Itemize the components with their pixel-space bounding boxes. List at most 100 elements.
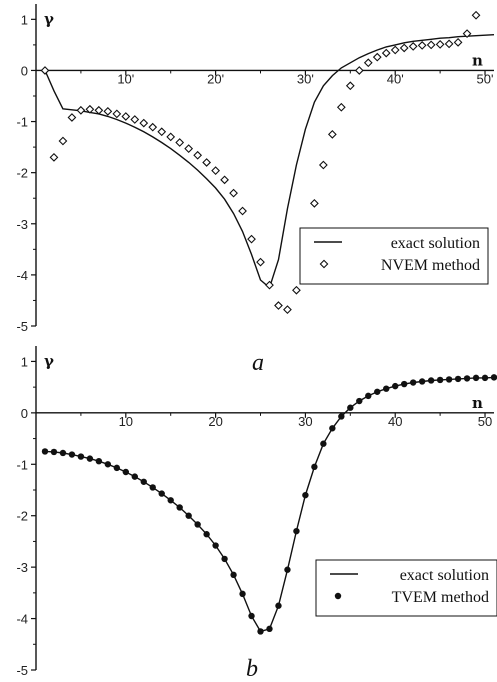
data-point — [257, 628, 264, 635]
data-point — [347, 404, 354, 411]
y-tick-label: -5 — [16, 663, 28, 678]
data-point — [184, 144, 194, 154]
legend-label: exact solution — [391, 235, 480, 252]
y-axis-label: γ — [44, 352, 54, 370]
data-point — [274, 301, 283, 310]
data-point — [67, 113, 77, 122]
x-axis-label: n — [472, 394, 483, 412]
data-point — [490, 374, 497, 381]
data-point — [140, 478, 147, 485]
panel-letter: b — [246, 656, 258, 682]
data-point — [265, 280, 274, 290]
data-point — [220, 175, 229, 185]
data-point — [58, 136, 68, 146]
data-point — [49, 152, 59, 162]
legend: exact solution NVEM method — [299, 227, 489, 285]
data-point — [239, 590, 246, 598]
data-point — [453, 37, 463, 47]
data-point — [311, 463, 318, 471]
data-point — [372, 52, 382, 62]
data-point — [427, 377, 435, 384]
data-point — [293, 527, 300, 535]
x-tick-label: 40' — [387, 71, 404, 86]
y-tick-label: -3 — [16, 560, 28, 575]
data-point — [444, 39, 454, 49]
data-point — [238, 206, 247, 216]
data-point — [203, 531, 210, 538]
y-tick-label: -2 — [16, 166, 28, 181]
legend-box — [299, 227, 489, 285]
data-point — [112, 109, 122, 119]
data-point — [400, 380, 408, 388]
data-point — [336, 102, 346, 112]
data-point — [157, 127, 167, 137]
data-point — [230, 571, 237, 579]
data-point — [104, 461, 112, 468]
data-point — [256, 257, 265, 267]
data-point — [50, 448, 58, 456]
y-tick-label: -4 — [16, 268, 28, 283]
x-tick-label: 10' — [117, 71, 134, 86]
data-point — [426, 40, 436, 50]
data-point — [94, 105, 104, 115]
y-tick-label: -3 — [16, 217, 28, 232]
legend: exact solution TVEM method — [315, 559, 497, 617]
x-tick-label: 20' — [207, 71, 224, 86]
data-point — [365, 392, 372, 400]
data-point — [229, 188, 238, 198]
legend-label: TVEM method — [392, 589, 489, 606]
series-1 — [40, 10, 481, 315]
panel-a: 1 0 -1 -2 -3 -4 -5 10' 20' 30' 40' 50' γ n exact solut… — [16, 4, 495, 376]
data-point — [130, 115, 140, 124]
data-point — [354, 66, 364, 75]
data-point — [417, 41, 427, 50]
data-point — [363, 58, 373, 68]
x-axis-label: n — [472, 51, 483, 69]
data-point — [302, 491, 309, 499]
data-point — [211, 166, 220, 175]
data-point — [59, 449, 67, 457]
panel-letter: a — [252, 350, 264, 376]
data-point — [158, 490, 165, 497]
data-point — [409, 379, 417, 386]
data-point — [329, 425, 336, 432]
data-point — [185, 512, 192, 519]
data-point — [318, 160, 328, 170]
data-point — [283, 305, 292, 315]
legend-label: NVEM method — [381, 257, 480, 274]
data-point — [345, 81, 355, 91]
data-point — [320, 440, 327, 447]
data-point — [121, 112, 131, 121]
x-tick-label: 10 — [119, 414, 133, 429]
data-point — [462, 29, 472, 39]
data-point — [471, 10, 481, 20]
data-point — [292, 285, 301, 295]
data-point — [445, 376, 453, 383]
y-tick-label: 1 — [21, 12, 28, 27]
data-point — [383, 385, 390, 392]
data-point — [77, 453, 85, 460]
data-point — [418, 378, 426, 385]
y-tick-label: -1 — [16, 115, 28, 130]
x-tick-label: 40 — [388, 414, 402, 429]
data-point — [86, 455, 94, 462]
data-point — [131, 473, 138, 480]
data-point — [463, 375, 471, 382]
data-point — [76, 105, 86, 115]
data-point — [399, 43, 409, 53]
data-point — [374, 388, 381, 395]
y-tick-label: -1 — [16, 457, 28, 472]
y-tick-label: 0 — [21, 406, 28, 421]
data-point — [221, 555, 228, 563]
data-point — [113, 464, 121, 472]
data-point — [103, 106, 113, 116]
data-point — [390, 45, 400, 55]
data-point — [338, 413, 345, 420]
data-point — [202, 158, 212, 167]
data-point — [175, 138, 185, 147]
data-point — [176, 504, 183, 511]
data-point — [356, 397, 363, 405]
data-point — [149, 484, 156, 491]
data-point — [85, 104, 95, 114]
